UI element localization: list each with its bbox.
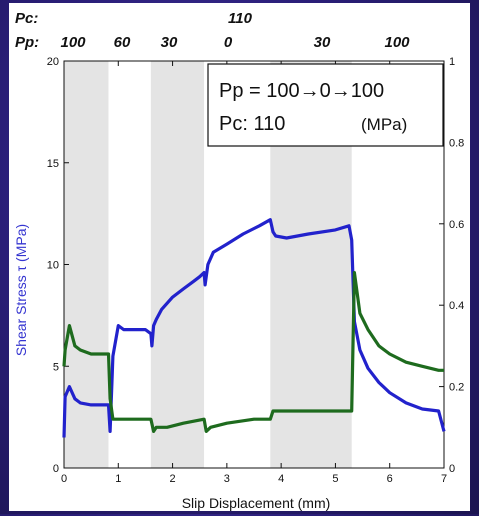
legend-line-1: Pp = 100→0→100 bbox=[219, 80, 384, 102]
series-line-right-axis bbox=[64, 273, 444, 432]
legend-line-2: Pc: 110 bbox=[219, 113, 285, 135]
y2-tick-label-0.4: 0.4 bbox=[449, 300, 464, 312]
x-tick-label-3: 3 bbox=[224, 473, 230, 485]
y-tick-label-5: 5 bbox=[53, 361, 59, 373]
shaded-band-2 bbox=[151, 61, 204, 468]
pp-value-3: 30 bbox=[161, 34, 178, 51]
legend-box: Pp = 100→0→100 Pc: 110 (MPa) bbox=[208, 64, 443, 146]
y-tick-label-0: 0 bbox=[53, 463, 59, 475]
pc-label: Pc: bbox=[15, 10, 38, 27]
x-tick-label-7: 7 bbox=[441, 473, 447, 485]
y2-tick-label-0.2: 0.2 bbox=[449, 382, 464, 394]
shear-stress-chart: Pc: Pp: 110 100 60 30 0 30 100 0 1 2 3 4 5 6 70… bbox=[9, 3, 470, 511]
x-axis-label: Slip Displacement (mm) bbox=[182, 495, 331, 511]
y-tick-label-15: 15 bbox=[47, 158, 59, 170]
pp-value-4: 0 bbox=[224, 34, 233, 51]
x-tick-label-5: 5 bbox=[332, 473, 338, 485]
y2-tick-label-0.8: 0.8 bbox=[449, 137, 464, 149]
y-tick-label-10: 10 bbox=[47, 260, 59, 272]
x-tick-label-6: 6 bbox=[387, 473, 393, 485]
legend-unit: (MPa) bbox=[361, 115, 407, 134]
data-series bbox=[64, 220, 444, 438]
x-tick-label-2: 2 bbox=[170, 473, 176, 485]
x-tick-label-0: 0 bbox=[61, 473, 67, 485]
pp-value-2: 60 bbox=[114, 34, 131, 51]
x-tick-label-4: 4 bbox=[278, 473, 284, 485]
y-axis-label: Shear Stress τ (MPa) bbox=[13, 224, 29, 356]
pp-value-6: 100 bbox=[384, 34, 410, 51]
y2-tick-label-0: 0 bbox=[449, 463, 455, 475]
pc-value: 110 bbox=[228, 10, 253, 27]
pp-value-5: 30 bbox=[314, 34, 331, 51]
y2-tick-label-0.6: 0.6 bbox=[449, 219, 464, 231]
x-tick-label-1: 1 bbox=[115, 473, 121, 485]
pp-label: Pp: bbox=[15, 34, 39, 51]
y-tick-label-20: 20 bbox=[47, 56, 59, 68]
pp-values: 100 60 30 0 30 100 bbox=[60, 34, 410, 51]
series-line-shear-stress bbox=[64, 220, 444, 438]
y2-tick-label-1: 1 bbox=[449, 56, 455, 68]
pp-value-1: 100 bbox=[60, 34, 86, 51]
shaded-band-1 bbox=[64, 61, 109, 468]
